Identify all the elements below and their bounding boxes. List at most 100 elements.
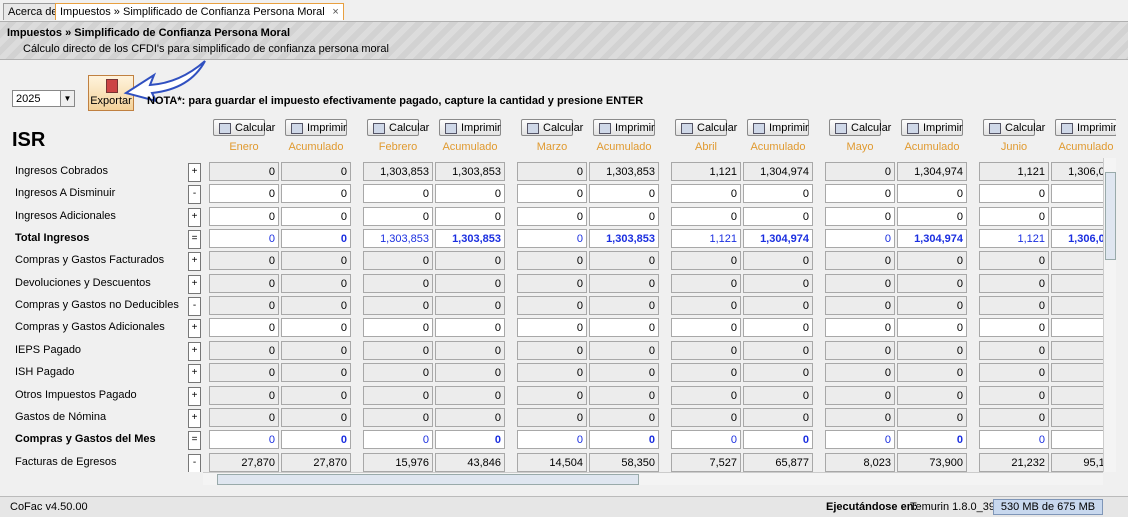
month-cell: 0 bbox=[825, 363, 895, 382]
month-label: Marzo bbox=[517, 141, 587, 153]
month-cell: 0 bbox=[517, 341, 587, 360]
month-cell: 0 bbox=[517, 363, 587, 382]
month-cell: 0 bbox=[979, 341, 1049, 360]
tab[interactable]: Impuestos » Simplificado de Confianza Pe… bbox=[55, 3, 344, 20]
accumulated-cell[interactable]: 0 bbox=[589, 184, 659, 203]
accumulated-label: Acumulado bbox=[435, 141, 505, 153]
month-cell[interactable]: 0 bbox=[517, 184, 587, 203]
month-cell: 0 bbox=[825, 386, 895, 405]
accumulated-cell[interactable]: 0 bbox=[435, 207, 505, 226]
month-cell[interactable]: 0 bbox=[363, 184, 433, 203]
month-cell[interactable]: 0 bbox=[825, 318, 895, 337]
month-label: Junio bbox=[979, 141, 1049, 153]
close-icon[interactable]: × bbox=[332, 4, 338, 20]
month-cell: 0 bbox=[517, 251, 587, 270]
month-cell[interactable]: 0 bbox=[979, 207, 1049, 226]
accumulated-cell[interactable]: 0 bbox=[897, 184, 967, 203]
accumulated-cell: 0 bbox=[1051, 341, 1103, 360]
tab[interactable]: Acerca de bbox=[3, 3, 63, 20]
accumulated-cell[interactable]: 0 bbox=[897, 318, 967, 337]
year-combo[interactable]: 2025 ▼ bbox=[12, 90, 75, 107]
accumulated-cell[interactable]: 0 bbox=[435, 184, 505, 203]
print-icon bbox=[599, 123, 611, 134]
accumulated-cell[interactable]: 0 bbox=[281, 318, 351, 337]
dropdown-arrow: ▼ bbox=[60, 91, 74, 106]
scroll-thumb[interactable] bbox=[217, 474, 639, 485]
accumulated-cell: 0 bbox=[897, 251, 967, 270]
calcular-button[interactable]: Calcular bbox=[521, 119, 573, 136]
month-cell[interactable]: 0 bbox=[671, 184, 741, 203]
month-cell: 0 bbox=[209, 386, 279, 405]
calcular-button[interactable]: Calcular bbox=[367, 119, 419, 136]
imprimir-button[interactable]: Imprimir bbox=[901, 119, 963, 136]
calcular-button[interactable]: Calcular bbox=[829, 119, 881, 136]
vertical-scrollbar[interactable] bbox=[1103, 158, 1116, 472]
accumulated-cell: 0 bbox=[435, 296, 505, 315]
imprimir-button[interactable]: Imprimir bbox=[1055, 119, 1116, 136]
month-cell[interactable]: 0 bbox=[825, 207, 895, 226]
panel-subtitle: Cálculo directo de los CFDI's para simpl… bbox=[23, 43, 389, 55]
month-cell: 0 bbox=[825, 296, 895, 315]
accumulated-cell[interactable]: 0 bbox=[1051, 318, 1103, 337]
month-cell[interactable]: 0 bbox=[209, 184, 279, 203]
row-operator: = bbox=[188, 431, 201, 450]
calcular-button[interactable]: Calcular bbox=[213, 119, 265, 136]
month-cell[interactable]: 0 bbox=[979, 318, 1049, 337]
row-operator: + bbox=[188, 252, 201, 271]
month-cell[interactable]: 0 bbox=[979, 184, 1049, 203]
accumulated-cell: 0 bbox=[897, 296, 967, 315]
month-cell: 0 bbox=[979, 251, 1049, 270]
accumulated-cell: 0 bbox=[589, 363, 659, 382]
month-cell[interactable]: 0 bbox=[363, 207, 433, 226]
month-cell[interactable]: 0 bbox=[517, 207, 587, 226]
accumulated-label: Acumulado bbox=[743, 141, 813, 153]
accumulated-cell[interactable]: 0 bbox=[1051, 207, 1103, 226]
month-cell[interactable]: 0 bbox=[363, 318, 433, 337]
accumulated-cell[interactable]: 0 bbox=[589, 318, 659, 337]
horizontal-scrollbar[interactable] bbox=[203, 472, 1103, 485]
month-cell: 0 bbox=[209, 430, 279, 449]
accumulated-cell[interactable]: 0 bbox=[435, 318, 505, 337]
month-cell: 0 bbox=[209, 341, 279, 360]
accumulated-cell: 0 bbox=[1051, 363, 1103, 382]
month-cell: 0 bbox=[979, 408, 1049, 427]
calc-icon bbox=[373, 123, 385, 134]
accumulated-cell: 0 bbox=[1051, 296, 1103, 315]
accumulated-cell[interactable]: 0 bbox=[743, 207, 813, 226]
accumulated-cell[interactable]: 0 bbox=[281, 207, 351, 226]
month-cell[interactable]: 0 bbox=[517, 318, 587, 337]
accumulated-cell: 0 bbox=[589, 341, 659, 360]
calcular-button[interactable]: Calcular bbox=[983, 119, 1035, 136]
month-cell: 0 bbox=[671, 296, 741, 315]
row-label: Ingresos Cobrados bbox=[15, 162, 108, 181]
accumulated-cell: 0 bbox=[435, 386, 505, 405]
month-cell: 0 bbox=[671, 386, 741, 405]
accumulated-cell[interactable]: 0 bbox=[897, 207, 967, 226]
month-cell[interactable]: 0 bbox=[671, 207, 741, 226]
imprimir-button[interactable]: Imprimir bbox=[593, 119, 655, 136]
month-cell: 21,232 bbox=[979, 453, 1049, 472]
month-label: Enero bbox=[209, 141, 279, 153]
month-cell[interactable]: 0 bbox=[209, 207, 279, 226]
month-cell[interactable]: 0 bbox=[209, 318, 279, 337]
accumulated-cell[interactable]: 0 bbox=[743, 318, 813, 337]
calc-icon bbox=[989, 123, 1001, 134]
accumulated-cell[interactable]: 0 bbox=[589, 207, 659, 226]
scroll-thumb[interactable] bbox=[1105, 172, 1116, 260]
accumulated-cell[interactable]: 0 bbox=[281, 184, 351, 203]
imprimir-button[interactable]: Imprimir bbox=[747, 119, 809, 136]
calcular-button[interactable]: Calcular bbox=[675, 119, 727, 136]
accumulated-cell: 0 bbox=[743, 408, 813, 427]
imprimir-button[interactable]: Imprimir bbox=[285, 119, 347, 136]
month-cell[interactable]: 0 bbox=[825, 184, 895, 203]
accumulated-cell: 1,304,974 bbox=[743, 229, 813, 248]
accumulated-cell: 0 bbox=[897, 274, 967, 293]
accumulated-cell: 0 bbox=[281, 296, 351, 315]
month-cell[interactable]: 0 bbox=[671, 318, 741, 337]
accumulated-cell[interactable]: 0 bbox=[1051, 184, 1103, 203]
accumulated-cell[interactable]: 0 bbox=[743, 184, 813, 203]
row-label: Ingresos Adicionales bbox=[15, 207, 116, 226]
imprimir-button[interactable]: Imprimir bbox=[439, 119, 501, 136]
month-cell: 0 bbox=[209, 408, 279, 427]
